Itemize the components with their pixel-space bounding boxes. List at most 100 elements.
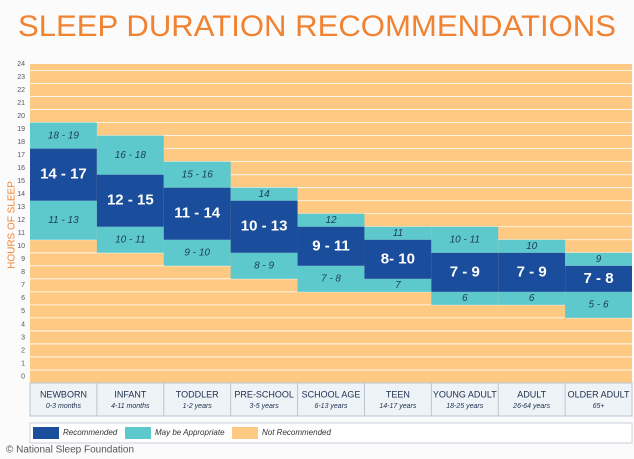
legend-swatch bbox=[232, 427, 258, 439]
may-be-appropriate-bar-label: 10 - 11 bbox=[115, 234, 145, 245]
category-subtitle: 14-17 years bbox=[379, 403, 416, 410]
category-label: INFANT bbox=[114, 389, 147, 399]
category-label: PRE-SCHOOL bbox=[234, 389, 294, 399]
recommended-bar bbox=[96, 174, 164, 227]
y-tick-label: 9 bbox=[21, 256, 25, 263]
category-subtitle: 26-64 years bbox=[512, 403, 550, 410]
may-be-appropriate-bar bbox=[163, 239, 231, 266]
recommended-bar bbox=[230, 200, 298, 253]
y-tick-label: 6 bbox=[21, 295, 25, 302]
may-be-appropriate-bar bbox=[96, 135, 164, 175]
recommended-bar bbox=[297, 226, 365, 266]
may-be-appropriate-bar bbox=[364, 278, 432, 292]
y-tick-label: 10 bbox=[17, 243, 25, 250]
y-tick-label: 18 bbox=[17, 139, 25, 146]
category-label: NEWBORN bbox=[40, 389, 87, 399]
category-label: OLDER ADULT bbox=[568, 389, 630, 399]
may-be-appropriate-bar-label: 11 - 13 bbox=[48, 215, 79, 226]
category-label: TEEN bbox=[386, 389, 410, 399]
y-tick-label: 3 bbox=[21, 334, 25, 341]
credit: © National Sleep Foundation bbox=[6, 445, 134, 456]
y-tick-label: 19 bbox=[17, 126, 25, 133]
may-be-appropriate-bar bbox=[230, 187, 298, 201]
y-tick-label: 1 bbox=[21, 360, 25, 367]
category-label: SCHOOL AGE bbox=[302, 389, 361, 399]
recommended-bar bbox=[431, 252, 499, 292]
y-tick-label: 20 bbox=[17, 113, 25, 120]
may-be-appropriate-bar-label: 7 bbox=[395, 280, 401, 291]
may-be-appropriate-bar bbox=[364, 226, 432, 240]
may-be-appropriate-bar bbox=[30, 200, 97, 240]
category-label: ADULT bbox=[517, 389, 546, 399]
y-tick-label: 21 bbox=[17, 100, 25, 107]
may-be-appropriate-bar bbox=[163, 161, 231, 188]
may-be-appropriate-bar bbox=[498, 239, 566, 253]
y-tick-label: 14 bbox=[17, 191, 25, 198]
recommended-bar bbox=[498, 252, 566, 292]
y-axis-label: HOURS OF SLEEP bbox=[7, 181, 18, 269]
y-tick-label: 7 bbox=[21, 282, 25, 289]
may-be-appropriate-bar-label: 6 bbox=[529, 293, 535, 304]
recommended-bar bbox=[30, 148, 97, 201]
recommended-bar bbox=[565, 265, 632, 292]
y-tick-label: 24 bbox=[17, 61, 25, 68]
category-label: TODDLER bbox=[176, 389, 219, 399]
y-tick-label: 17 bbox=[17, 152, 25, 159]
recommended-bar-label: 7 - 8 bbox=[584, 270, 614, 287]
y-tick-label: 22 bbox=[17, 87, 25, 94]
category-subtitle: 1-2 years bbox=[183, 403, 213, 410]
y-tick-label: 15 bbox=[17, 178, 25, 185]
category-subtitle: 0-3 months bbox=[46, 403, 82, 410]
y-tick-label: 12 bbox=[17, 217, 25, 224]
may-be-appropriate-bar bbox=[30, 122, 97, 149]
legend-frame bbox=[29, 422, 633, 444]
recommended-bar-label: 9 - 11 bbox=[312, 237, 350, 254]
recommended-bar-label: 8- 10 bbox=[381, 250, 415, 267]
may-be-appropriate-bar bbox=[431, 291, 499, 305]
recommended-bar-label: 12 - 15 bbox=[107, 192, 154, 209]
recommended-bar-label: 11 - 14 bbox=[174, 205, 221, 222]
recommended-bar bbox=[163, 187, 231, 240]
y-tick-label: 16 bbox=[17, 165, 25, 172]
may-be-appropriate-bar bbox=[565, 291, 632, 318]
may-be-appropriate-bar-label: 10 - 11 bbox=[450, 234, 480, 245]
recommended-bar-label: 7 - 9 bbox=[450, 263, 480, 280]
y-tick-label: 0 bbox=[21, 373, 25, 380]
recommended-bar-label: 14 - 17 bbox=[40, 166, 87, 183]
legend-swatch bbox=[33, 427, 59, 439]
legend-label: Not Recommended bbox=[262, 428, 331, 437]
category-subtitle: 6-13 years bbox=[314, 403, 348, 410]
recommended-bar bbox=[364, 239, 432, 279]
recommended-bar-label: 7 - 9 bbox=[517, 263, 547, 280]
may-be-appropriate-bar bbox=[431, 226, 499, 253]
y-tick-label: 8 bbox=[21, 269, 25, 276]
may-be-appropriate-bar-label: 8 - 9 bbox=[254, 260, 274, 271]
y-tick-label: 2 bbox=[21, 347, 25, 354]
may-be-appropriate-bar-label: 11 bbox=[393, 228, 403, 239]
legend-label: May be Appropriate bbox=[155, 428, 225, 437]
category-label: YOUNG ADULT bbox=[433, 389, 497, 399]
y-tick-label: 5 bbox=[21, 308, 25, 315]
category-panel bbox=[29, 382, 633, 417]
may-be-appropriate-bar-label: 14 bbox=[259, 189, 271, 200]
y-tick-label: 4 bbox=[21, 321, 25, 328]
may-be-appropriate-bar-label: 15 - 16 bbox=[182, 169, 214, 180]
may-be-appropriate-bar bbox=[498, 291, 566, 305]
may-be-appropriate-bar bbox=[297, 265, 365, 292]
may-be-appropriate-bar bbox=[297, 213, 365, 227]
may-be-appropriate-bar-label: 9 - 10 bbox=[184, 247, 210, 258]
y-tick-label: 11 bbox=[18, 230, 25, 237]
category-subtitle: 65+ bbox=[593, 403, 605, 410]
may-be-appropriate-bar bbox=[230, 252, 298, 279]
may-be-appropriate-bar bbox=[565, 252, 632, 266]
chart-title: SLEEP DURATION RECOMMENDATIONS bbox=[18, 10, 616, 43]
may-be-appropriate-bar-label: 9 bbox=[596, 254, 602, 265]
category-subtitle: 18-25 years bbox=[446, 403, 483, 410]
y-tick-label: 23 bbox=[17, 74, 25, 81]
recommended-bar-label: 10 - 13 bbox=[241, 218, 288, 235]
legend-swatch bbox=[125, 427, 151, 439]
may-be-appropriate-bar-label: 16 - 18 bbox=[115, 150, 147, 161]
legend-label: Recommended bbox=[63, 428, 118, 437]
may-be-appropriate-bar bbox=[96, 226, 164, 253]
